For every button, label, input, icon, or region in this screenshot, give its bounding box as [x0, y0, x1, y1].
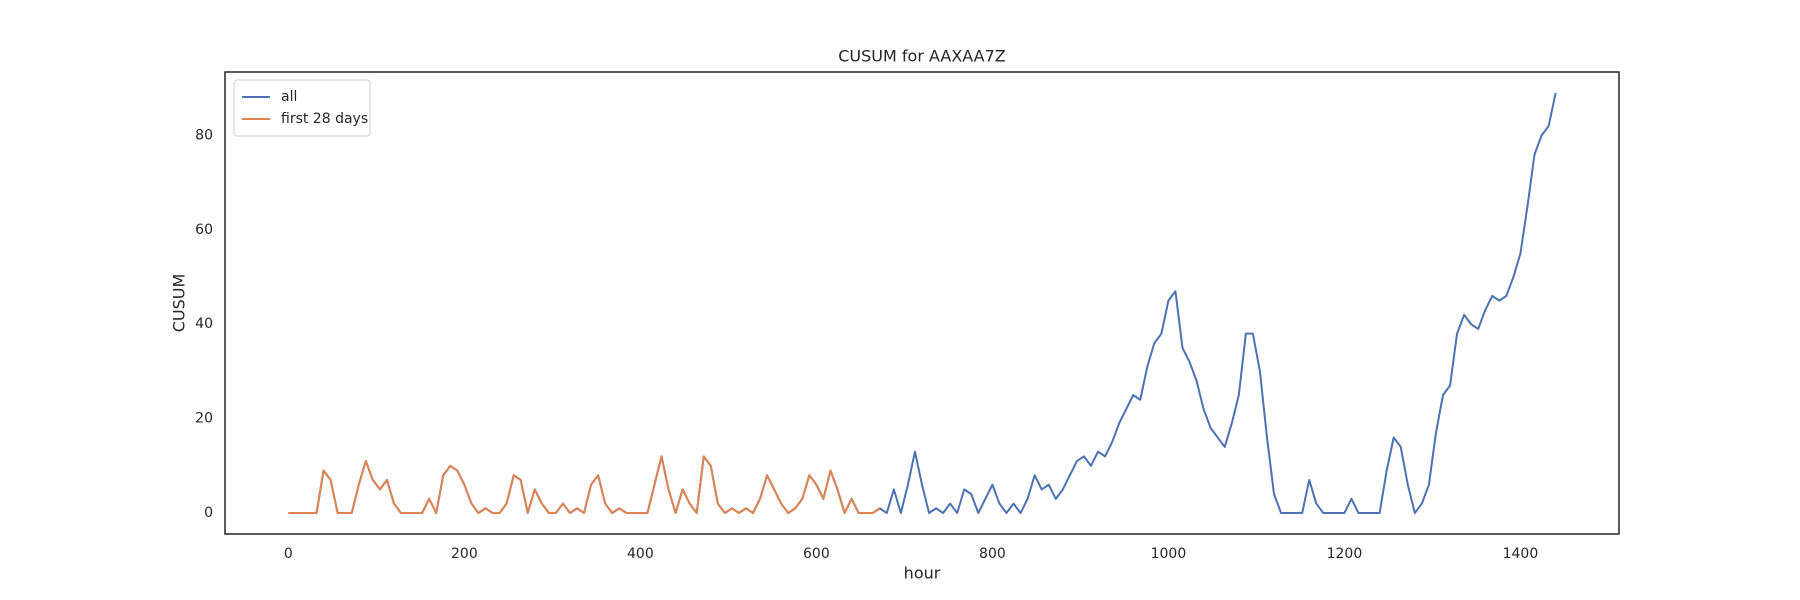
chart-title: CUSUM for AAXAA7Z: [838, 47, 1006, 66]
x-tick-label: 200: [451, 546, 478, 562]
y-tick-label: 60: [195, 222, 213, 238]
y-tick-label: 80: [195, 127, 213, 143]
series-line: [288, 455, 881, 514]
series-line: [288, 92, 1557, 514]
y-axis-label: CUSUM: [170, 274, 189, 333]
legend-label: first 28 days: [281, 111, 368, 127]
x-tick-label: 600: [803, 546, 830, 562]
y-tick-label: 0: [204, 505, 213, 521]
x-tick-label: 1000: [1151, 546, 1187, 562]
x-tick-label: 800: [979, 546, 1006, 562]
x-axis-label: hour: [904, 564, 941, 583]
x-tick-label: 400: [627, 546, 654, 562]
x-tick-label: 0: [284, 546, 293, 562]
y-tick-label: 40: [195, 316, 213, 332]
x-tick-label: 1400: [1503, 546, 1539, 562]
plot-frame: [224, 71, 1620, 535]
legend-box: [233, 79, 371, 137]
y-tick-label: 20: [195, 411, 213, 427]
legend-label: all: [281, 89, 297, 105]
x-tick-label: 1200: [1327, 546, 1363, 562]
